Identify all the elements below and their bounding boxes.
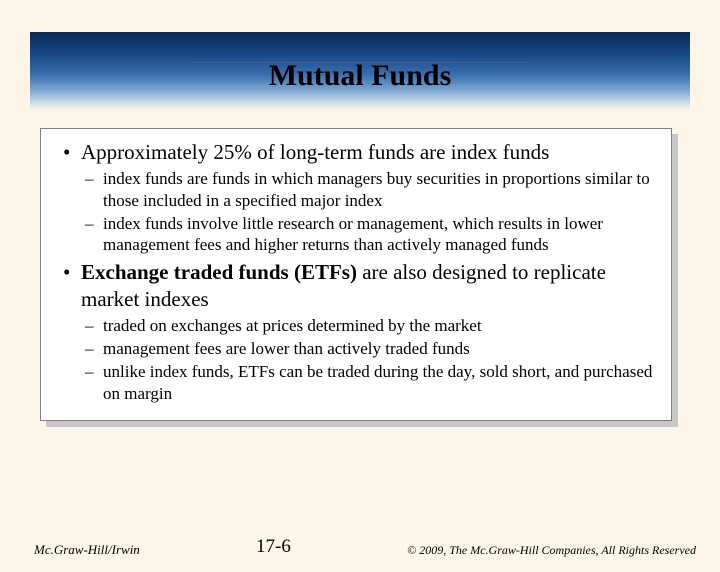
sub-list: index funds are funds in which managers … [81, 168, 653, 255]
bullet-bold: Exchange traded funds (ETFs) [81, 260, 357, 284]
footer-left: Mc.Graw-Hill/Irwin [34, 542, 140, 558]
footer: Mc.Graw-Hill/Irwin 17-6 © 2009, The Mc.G… [0, 536, 720, 558]
page-number: 17-6 [256, 536, 291, 558]
title-bar: Mutual Funds [30, 32, 690, 110]
sub-item: traded on exchanges at prices determined… [81, 315, 653, 336]
content-container: Approximately 25% of long-term funds are… [40, 128, 672, 421]
bullet-item: Exchange traded funds (ETFs) are also de… [59, 259, 653, 404]
slide-title: Mutual Funds [269, 59, 452, 93]
sub-item: index funds are funds in which managers … [81, 168, 653, 211]
sub-item: index funds involve little research or m… [81, 213, 653, 256]
bullet-list: Approximately 25% of long-term funds are… [59, 139, 653, 404]
sub-item: unlike index funds, ETFs can be traded d… [81, 361, 653, 404]
footer-copyright: © 2009, The Mc.Graw-Hill Companies, All … [407, 543, 696, 558]
sub-item: management fees are lower than actively … [81, 338, 653, 359]
content-box: Approximately 25% of long-term funds are… [40, 128, 672, 421]
bullet-item: Approximately 25% of long-term funds are… [59, 139, 653, 255]
sub-list: traded on exchanges at prices determined… [81, 315, 653, 404]
bullet-text: Approximately 25% of long-term funds are… [81, 140, 549, 164]
